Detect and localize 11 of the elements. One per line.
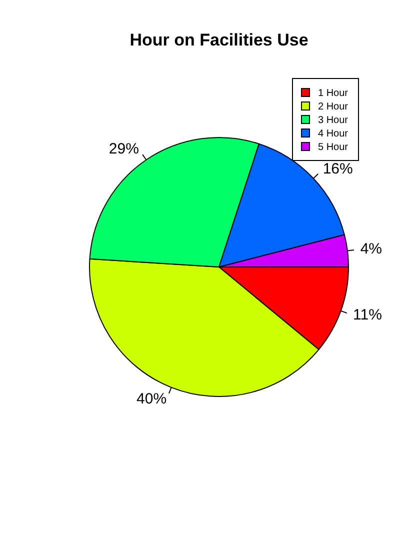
data-label: 4% xyxy=(360,240,382,258)
data-label: 29% xyxy=(108,140,139,158)
legend-label: 1 Hour xyxy=(318,88,349,99)
chart-title: Hour on Facilities Use xyxy=(130,30,308,50)
legend-label: 4 Hour xyxy=(318,128,349,140)
data-label: 40% xyxy=(136,390,167,408)
legend-label: 5 Hour xyxy=(318,142,349,153)
legend-label: 3 Hour xyxy=(318,114,349,126)
legend-label: 2 Hour xyxy=(318,101,349,112)
data-label: 11% xyxy=(353,306,382,324)
data-label: 16% xyxy=(322,160,353,178)
